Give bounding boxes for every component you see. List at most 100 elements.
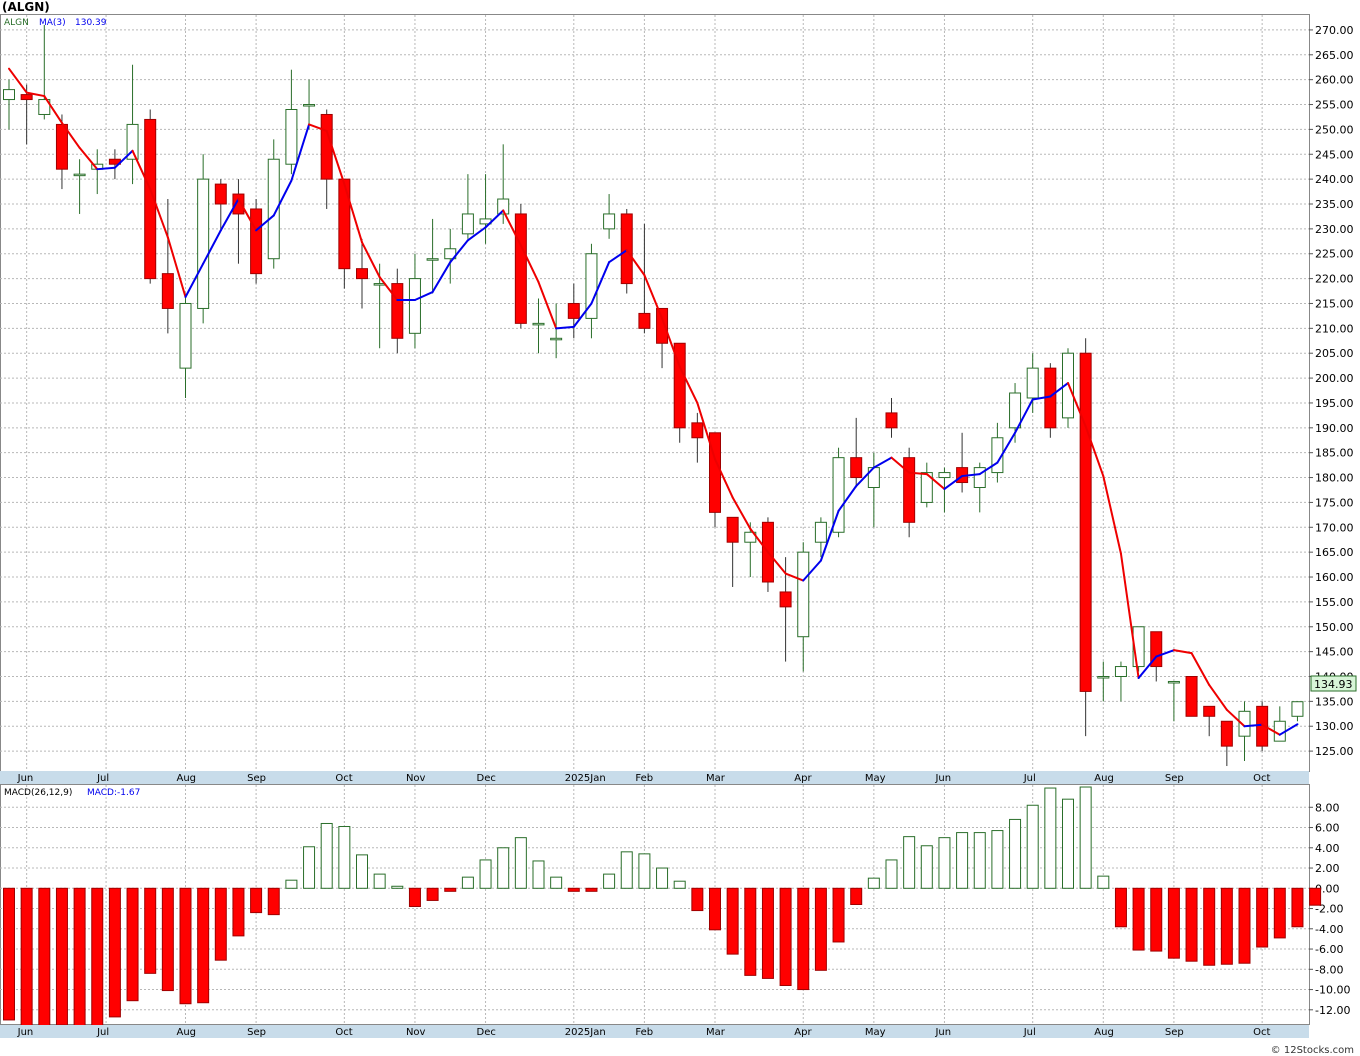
ma-segment [625, 249, 646, 277]
y-tick-label: -6.00 [1315, 943, 1343, 956]
y-tick-label: 220.00 [1315, 273, 1354, 286]
macd-bar [920, 845, 933, 889]
y-tick-label: 195.00 [1315, 397, 1354, 410]
macd-bar [373, 873, 386, 889]
price-legend-symbol: ALGN [4, 18, 29, 28]
candle-body [797, 551, 810, 638]
ma-segment [749, 527, 769, 554]
ma-segment [502, 209, 522, 247]
ma-segment [466, 226, 487, 242]
macd-bar [1044, 787, 1057, 889]
candle-body [1079, 352, 1092, 692]
macd-bar [214, 887, 227, 961]
ma-segment [219, 198, 240, 232]
y-tick-label: 155.00 [1315, 596, 1354, 609]
candle-body [585, 253, 598, 319]
macd-bar [91, 887, 104, 1035]
x-tick-label: Oct [335, 1027, 352, 1038]
macd-bar [1026, 804, 1039, 889]
ma-segment [1102, 475, 1122, 555]
candle-body [656, 307, 669, 344]
candle-body [356, 268, 368, 280]
x-tick-label: Jul [1023, 1027, 1036, 1038]
x-axis-band-top: Jun Jul Aug Sep Oct Nov Dec 2025Jan Feb Mar Apr May… [0, 771, 1309, 784]
macd-bar [267, 887, 280, 916]
y-tick-label: 250.00 [1315, 123, 1354, 136]
macd-bar [1114, 887, 1127, 928]
ma-segment [1049, 382, 1069, 398]
macd-bar [285, 879, 298, 889]
candle-body [20, 94, 33, 101]
x-tick-label: Jul [96, 1027, 109, 1038]
candle-body [814, 521, 827, 543]
ma-segment [537, 281, 558, 330]
y-tick-label: 150.00 [1315, 621, 1354, 634]
x-tick-label: Jun [17, 773, 34, 784]
macd-bar [1009, 818, 1022, 889]
y-tick-label: 260.00 [1315, 74, 1354, 87]
macd-bar [779, 887, 792, 987]
x-tick-label: Apr [794, 773, 812, 784]
ma-segment [1155, 649, 1175, 658]
ma-segment [1031, 395, 1052, 401]
candle-body [673, 342, 686, 429]
macd-bar [938, 837, 951, 889]
ma-segment [255, 214, 275, 232]
macd-bar [514, 837, 527, 889]
y-tick-label: 165.00 [1315, 546, 1354, 559]
price-panel-frame [0, 14, 1310, 772]
candle-body [885, 412, 898, 429]
candle-body [1256, 705, 1269, 747]
candle-body [779, 591, 792, 608]
y-tick-label: -8.00 [1315, 963, 1343, 976]
candle-body [691, 422, 704, 439]
macd-y-axis: -12.00 -10.00 -8.00 -6.00 -4.00 -2.00 0.00 2.00… [1309, 801, 1350, 1017]
x-tick-label: Sep [247, 773, 266, 784]
macd-bar [1291, 887, 1304, 928]
macd-bar [567, 887, 580, 892]
price-legend-ma-value: 130.39 [75, 18, 107, 28]
ma-segment [184, 262, 205, 299]
macd-bar [867, 877, 880, 889]
macd-bar [1185, 887, 1198, 962]
macd-bar [179, 887, 192, 1005]
ma-segment [1084, 425, 1105, 478]
ma-segment [1208, 683, 1228, 711]
candle-body [408, 278, 421, 334]
candle-body [285, 109, 298, 165]
candle-body [426, 258, 439, 261]
candle-body [1114, 666, 1127, 677]
candle-body [126, 123, 139, 160]
ma-segment [113, 149, 134, 169]
macd-bar [709, 887, 721, 931]
ma-segment [1172, 649, 1193, 655]
y-tick-label: 0.00 [1315, 882, 1340, 895]
ma-segment [766, 551, 787, 575]
ma-segment [290, 123, 311, 182]
macd-bar [250, 887, 263, 914]
y-tick-label: 210.00 [1315, 322, 1354, 335]
ma-segment [325, 129, 346, 186]
candle-body [232, 193, 245, 215]
candle-body [303, 104, 316, 107]
x-tick-label: May [865, 1027, 886, 1038]
y-tick-label: -12.00 [1315, 1004, 1350, 1017]
ma-segment [696, 401, 716, 461]
candle-body [938, 472, 951, 479]
y-tick-label: 270.00 [1315, 24, 1354, 37]
ma-segment [1014, 398, 1034, 434]
ma-segment [149, 188, 169, 239]
candle-body [1132, 626, 1145, 668]
macd-bar [232, 887, 245, 937]
y-tick-label: 175.00 [1315, 496, 1354, 509]
x-tick-label: 2025Jan [565, 773, 606, 784]
candle-body [391, 283, 404, 339]
macd-bar [885, 859, 898, 889]
candle-body [1097, 676, 1110, 679]
candle-body [514, 213, 527, 324]
macd-bar [973, 832, 986, 889]
price-panel: 125.00130.00135.00140.00145.00150.00155.… [0, 14, 1357, 772]
ma-segment [1278, 723, 1299, 736]
x-axis-labels-top: Jun Jul Aug Sep Oct Nov Dec 2025Jan Feb Mar Apr May… [17, 773, 1271, 784]
y-tick-label: 205.00 [1315, 347, 1354, 360]
